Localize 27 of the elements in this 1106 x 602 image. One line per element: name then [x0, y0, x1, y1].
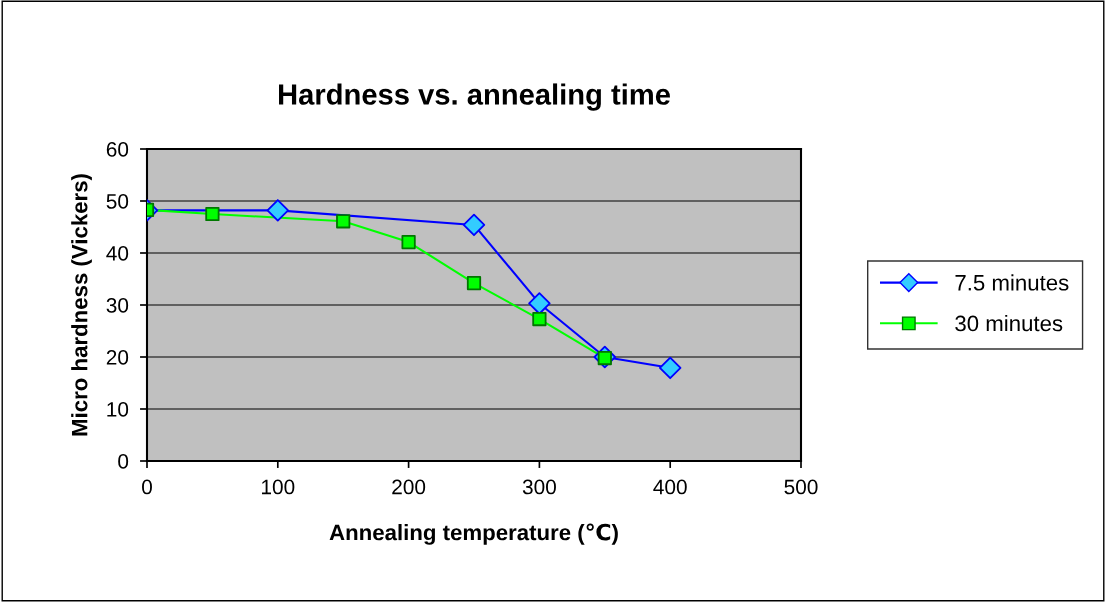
point — [466, 276, 482, 291]
point — [462, 213, 486, 237]
point — [532, 311, 547, 327]
point — [658, 356, 682, 380]
y-tick-label: 10 — [107, 402, 129, 417]
y-tick-label: 40 — [106, 246, 129, 261]
point — [266, 199, 290, 222]
point — [401, 234, 416, 250]
x-tick-label: 400 — [653, 479, 687, 495]
point — [205, 206, 220, 222]
x-tick-label: 500 — [784, 479, 818, 495]
y-tick-label: 60 — [106, 142, 129, 157]
y-tick-label: 30 — [106, 298, 129, 313]
legend-label: 7.5 minutes — [955, 274, 1069, 291]
x-tick-label: 300 — [522, 479, 556, 495]
chart-title: Hardness vs. annealing time — [279, 83, 670, 111]
point — [528, 292, 551, 315]
x-tick-label: 200 — [392, 479, 426, 495]
point — [336, 214, 351, 229]
x-tick-label: 0 — [142, 479, 152, 495]
y-tick-label: 0 — [118, 454, 129, 469]
y-axis-title: Micro hardness (Vickers) — [71, 174, 92, 436]
x-axis-title: Annealing temperature (℃) — [329, 523, 618, 545]
x-tick-label: 100 — [262, 479, 295, 495]
legend-label: 30 minutes — [955, 315, 1063, 332]
y-tick-label: 50 — [106, 194, 129, 209]
y-tick-label: 20 — [106, 350, 129, 365]
